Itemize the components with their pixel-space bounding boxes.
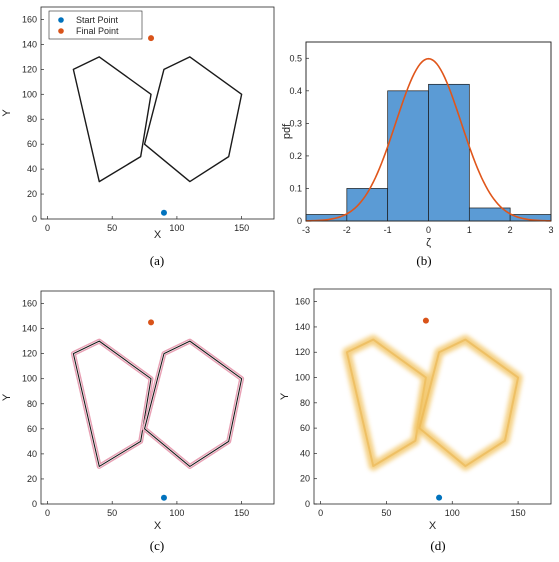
histogram-bar (346, 188, 389, 222)
y-tick-label: 0 (297, 216, 302, 226)
x-axis-label: X (429, 520, 437, 532)
panel-b-histogram: -3 -2 -1 0 1 2 3 0 0.1 0.2 0.3 0.4 0.5 ζ pdf (b) (281, 41, 554, 268)
x-tick-label: 1 (467, 225, 472, 235)
y-axis-label: Y (1, 393, 13, 401)
y-tick-label: 80 (300, 398, 310, 408)
y-tick-label: 20 (27, 474, 37, 484)
plot-frame (305, 41, 552, 222)
obstacle-polygon (72, 340, 152, 467)
x-tick-label: 0 (318, 508, 323, 518)
y-tick-label: 120 (295, 347, 310, 357)
panel-c-obstacle-map-margin: 0 50 100 150 0 20 40 60 80 100 120 140 160 X Y (c) (1, 290, 275, 553)
y-axis-label: pdf (281, 123, 293, 139)
panel-label: (d) (430, 538, 445, 553)
x-axis-label: X (154, 229, 162, 241)
x-tick-label: 50 (381, 508, 391, 518)
legend-final-marker (58, 28, 64, 34)
x-tick-label: 0 (426, 225, 431, 235)
y-tick-label: 40 (300, 448, 310, 458)
y-tick-label: 40 (27, 164, 37, 174)
obstacle-polygon (144, 340, 243, 467)
x-tick-label: -3 (302, 225, 310, 235)
x-tick-label: 150 (234, 508, 249, 518)
final-point-marker (422, 317, 429, 324)
x-tick-label: 100 (169, 223, 184, 233)
panel-a-obstacle-map: 0 50 100 150 0 20 40 60 80 100 120 140 160 X Y (a) Start… (1, 6, 275, 268)
y-tick-label: 140 (22, 39, 37, 49)
x-axis-label: X (154, 520, 162, 532)
y-tick-label: 20 (27, 189, 37, 199)
plot-area (40, 290, 275, 505)
y-tick-label: 20 (300, 474, 310, 484)
final-point-marker (148, 35, 155, 42)
x-tick-label: 100 (169, 508, 184, 518)
x-tick-label: 150 (511, 508, 526, 518)
y-tick-label: 60 (27, 424, 37, 434)
x-tick-label: 150 (234, 223, 249, 233)
x-tick-label: -1 (384, 225, 392, 235)
y-tick-label: 0 (305, 499, 310, 509)
y-tick-label: 100 (295, 373, 310, 383)
legend-start-marker (58, 17, 64, 23)
plot-area (40, 6, 275, 220)
y-tick-label: 80 (27, 399, 37, 409)
panel-d-obstacle-map-uncertainty: 0 50 100 150 0 20 40 60 80 100 120 140 160 X Y (d) (279, 288, 552, 553)
x-tick-label: 100 (445, 508, 460, 518)
y-tick-label: 100 (22, 89, 37, 99)
y-tick-label: 100 (22, 374, 37, 384)
y-tick-label: 120 (22, 349, 37, 359)
start-point-marker (436, 494, 443, 501)
y-tick-label: 0.5 (289, 53, 302, 63)
y-tick-label: 0.4 (289, 86, 302, 96)
legend-entry-label: Final Point (76, 26, 119, 36)
obstacle-polygon (72, 56, 152, 183)
x-tick-label: 2 (508, 225, 513, 235)
y-tick-label: 60 (300, 423, 310, 433)
x-tick-label: 0 (45, 508, 50, 518)
y-tick-label: 80 (27, 114, 37, 124)
y-axis-label: Y (1, 109, 13, 117)
y-tick-label: 140 (295, 322, 310, 332)
x-axis-label: ζ (426, 237, 431, 249)
y-tick-label: 0.1 (289, 183, 302, 193)
pdf-curve (305, 57, 552, 222)
x-tick-label: 50 (107, 223, 117, 233)
x-tick-label: 0 (45, 223, 50, 233)
y-tick-label: 0 (32, 214, 37, 224)
y-tick-label: 0.2 (289, 151, 302, 161)
obstacle-polygon (143, 56, 243, 183)
histogram-bar (387, 90, 429, 222)
y-tick-label: 0 (32, 499, 37, 509)
y-tick-label: 120 (22, 64, 37, 74)
x-tick-label: 50 (107, 508, 117, 518)
obstacle-uncertainty-core (418, 338, 520, 468)
panel-label: (c) (150, 538, 164, 553)
y-tick-label: 60 (27, 139, 37, 149)
legend-box (48, 10, 143, 40)
y-tick-label: 160 (22, 299, 37, 309)
legend-entry-label: Start Point (76, 15, 119, 25)
x-tick-label: -2 (343, 225, 351, 235)
y-axis-label: Y (279, 392, 291, 400)
y-tick-label: 160 (22, 14, 37, 24)
x-tick-label: 3 (548, 225, 553, 235)
panel-label: (a) (150, 253, 164, 268)
panel-label: (b) (416, 253, 431, 268)
y-tick-label: 40 (27, 449, 37, 459)
y-tick-label: 140 (22, 324, 37, 334)
final-point-marker (148, 319, 155, 326)
start-point-marker (160, 494, 167, 501)
y-tick-label: 0.3 (289, 118, 302, 128)
histogram-bar (428, 83, 470, 222)
y-tick-label: 160 (295, 297, 310, 307)
start-point-marker (160, 209, 167, 216)
